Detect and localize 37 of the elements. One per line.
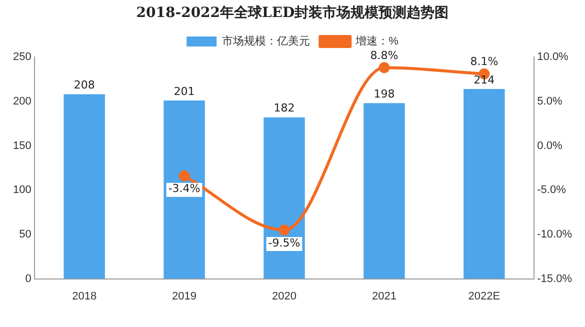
x-tick-label: 2019: [172, 290, 197, 302]
point: [178, 170, 190, 182]
data-label: 208: [74, 78, 95, 92]
data-label: 8.1%: [470, 55, 498, 68]
bar: [264, 117, 305, 279]
bar: [364, 103, 405, 279]
data-label: 214: [474, 73, 495, 86]
y-tick-label: 200: [12, 95, 32, 108]
x-tick-label: 2020: [272, 290, 296, 302]
bar: [64, 94, 105, 279]
y2-tick-label: -10.0%: [537, 228, 572, 240]
data-label: 198: [374, 87, 395, 100]
data-label: -9.5%: [268, 236, 300, 250]
x-tick-label: 2022E: [468, 290, 500, 302]
y-tick-label: 100: [12, 184, 32, 196]
y2-tick-label: 0.0%: [537, 140, 562, 152]
point: [378, 62, 390, 74]
y-tick-label: 0: [25, 272, 32, 285]
legend-label: 增速：%: [354, 34, 399, 48]
x-tick-label: 2018: [72, 290, 97, 302]
y2-tick-label: 5.0%: [537, 95, 562, 108]
point: [278, 224, 290, 236]
bar: [164, 100, 205, 279]
y-tick-label: 50: [19, 228, 32, 240]
y-tick-label: 150: [12, 140, 32, 152]
data-label: -3.4%: [168, 182, 200, 196]
data-label: 182: [274, 102, 295, 115]
y2-tick-label: 10.0%: [537, 51, 569, 64]
data-label: 8.8%: [370, 49, 398, 62]
y2-tick-label: -5.0%: [537, 184, 566, 196]
y-tick-label: 250: [12, 51, 32, 64]
legend-label: 市场规模：亿美元: [222, 34, 310, 48]
chart-title: 2018-2022年全球LED封装市场规模预测趋势图: [135, 4, 450, 23]
data-label: 201: [174, 84, 195, 98]
y2-tick-label: -15.0%: [537, 272, 572, 285]
bar: [464, 88, 505, 279]
x-tick-label: 2021: [372, 290, 396, 302]
